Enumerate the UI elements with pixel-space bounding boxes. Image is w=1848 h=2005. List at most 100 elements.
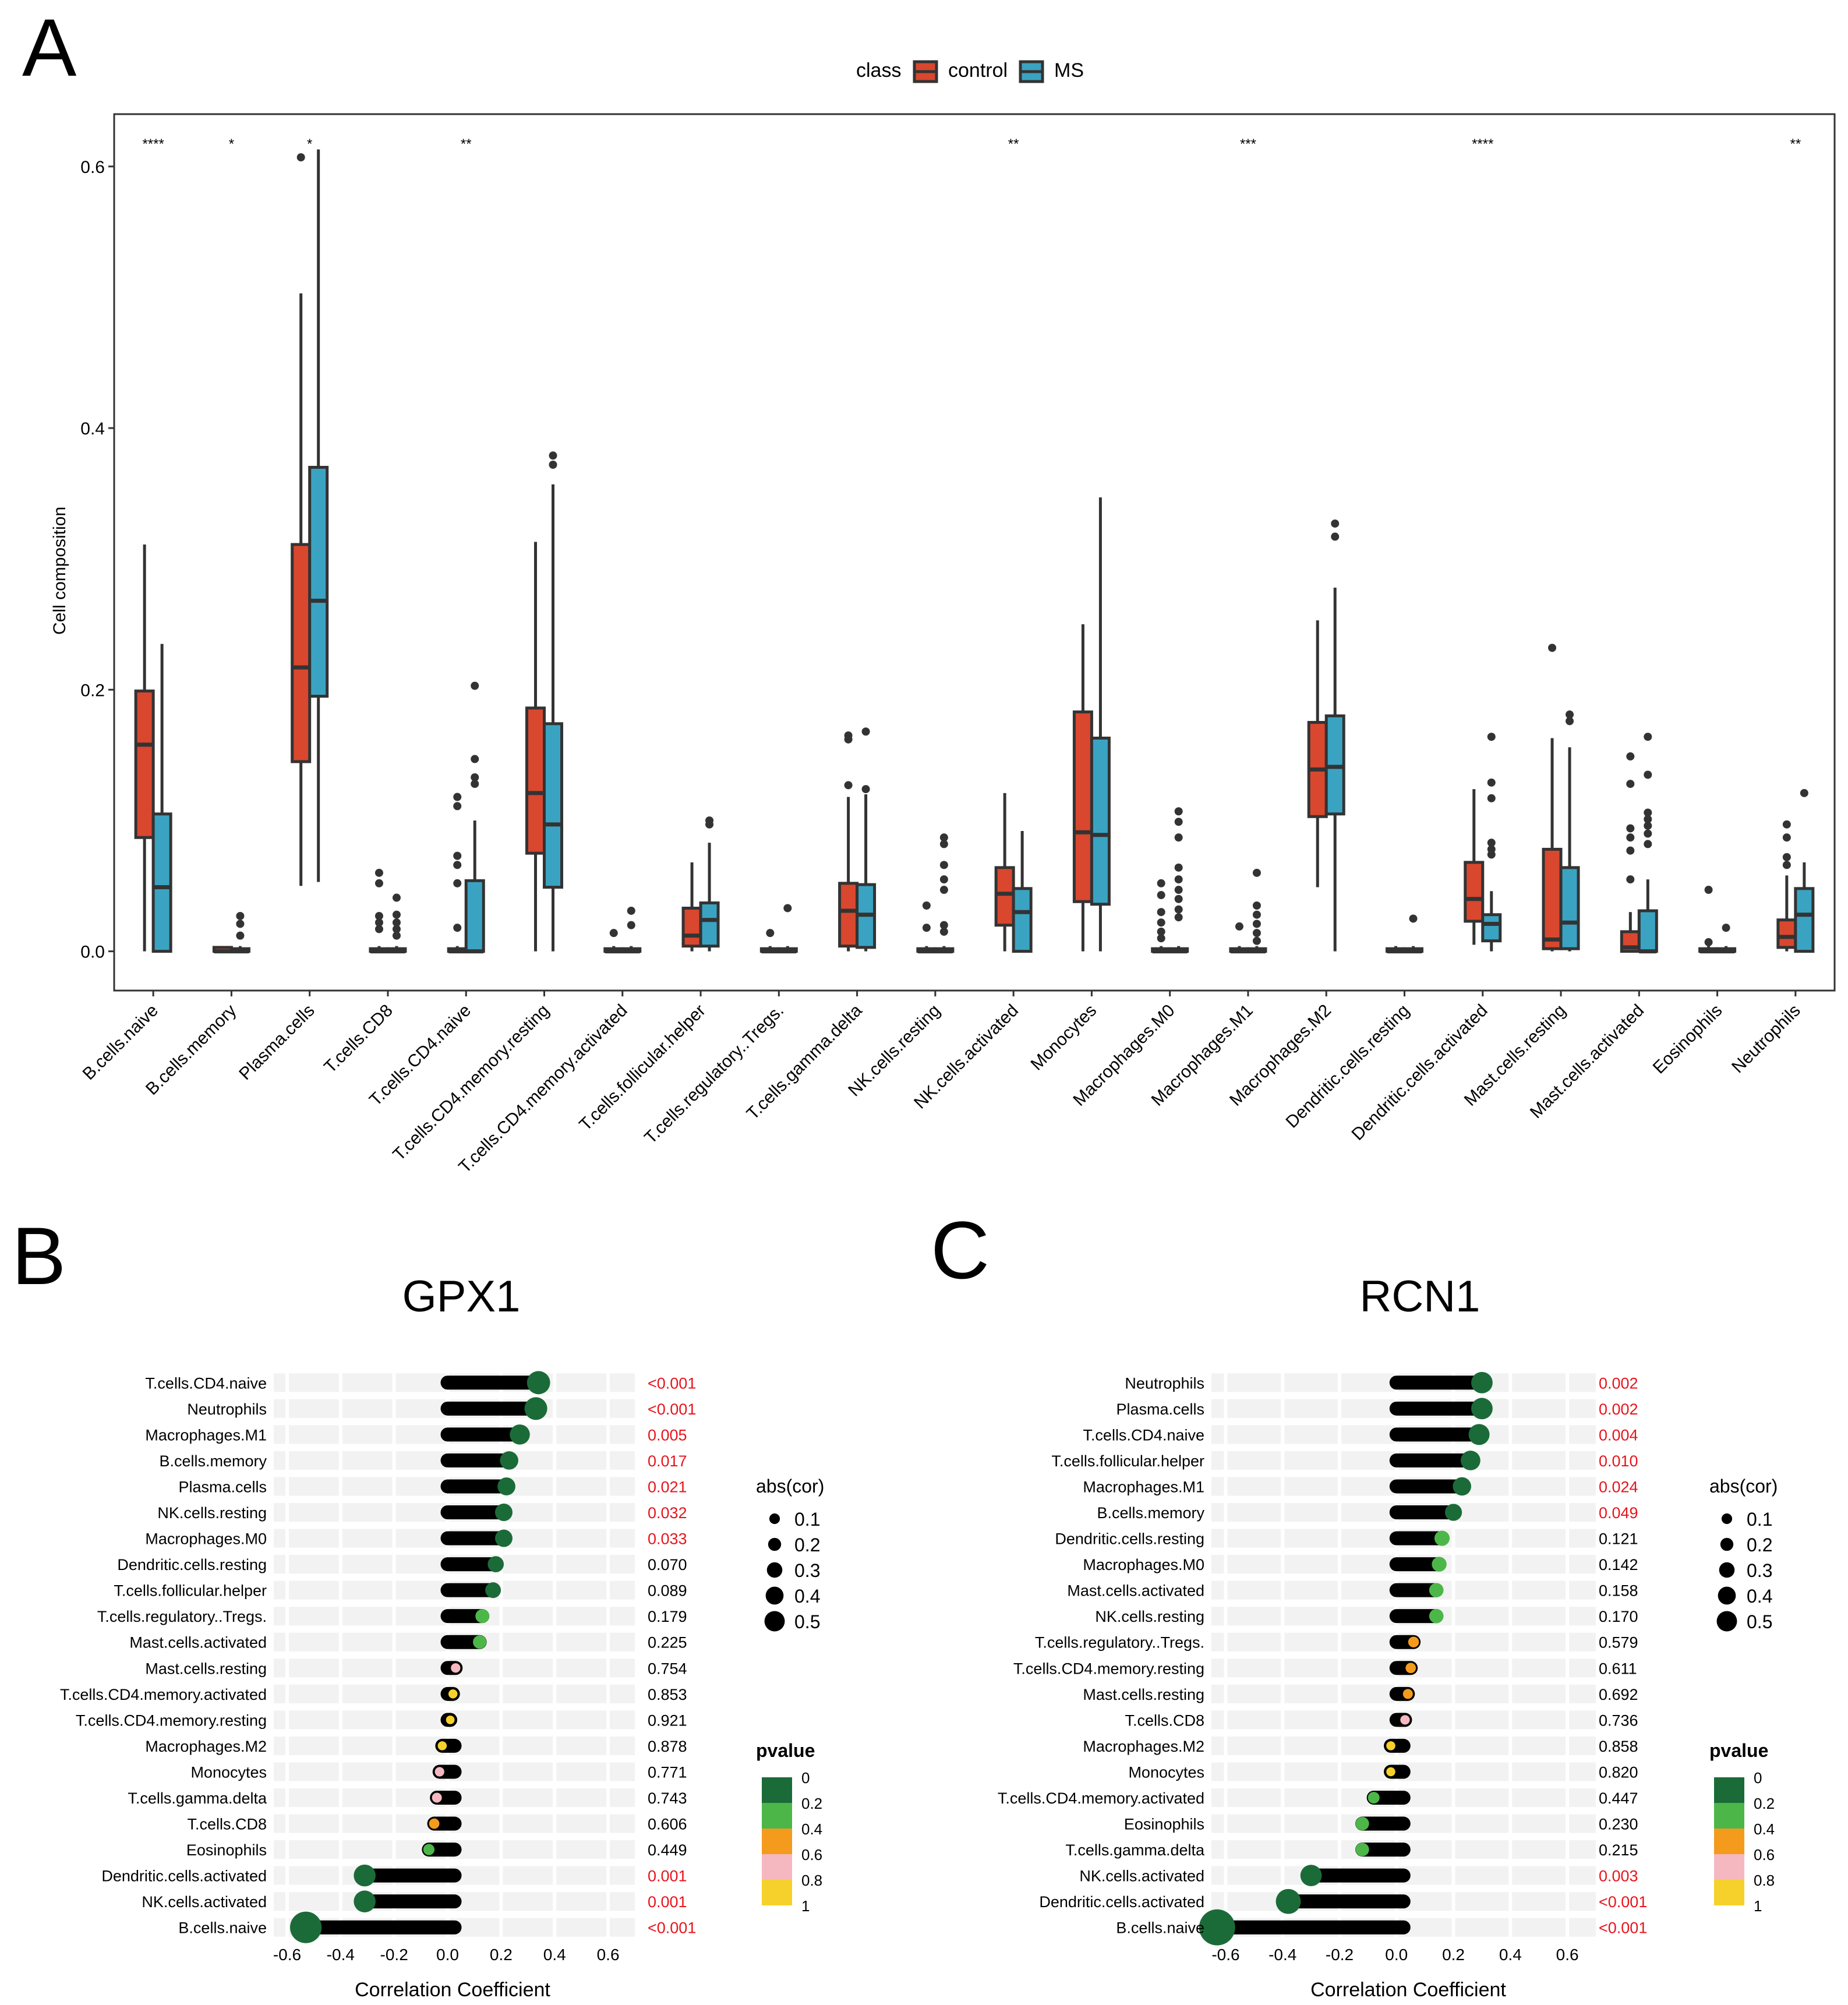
x-tick-label: T.cells.follicular.helper — [575, 1001, 709, 1135]
significance-label: **** — [142, 136, 164, 152]
outlier-point — [392, 931, 401, 940]
p-value-label: 0.771 — [648, 1763, 687, 1781]
p-value-label: <0.001 — [648, 1374, 696, 1392]
outlier-point — [1157, 891, 1165, 900]
size-legend-label: 0.2 — [1747, 1534, 1772, 1555]
lollipop-point — [527, 1371, 550, 1395]
x-tick-label: -0.2 — [380, 1946, 408, 1964]
p-value-label: 0.449 — [648, 1841, 687, 1859]
box-control — [525, 706, 546, 855]
cell-type-label: T.cells.gamma.delta — [1065, 1841, 1205, 1859]
significance-label: *** — [1240, 136, 1256, 152]
y-tick-label: 0.4 — [80, 419, 105, 439]
outlier-point — [861, 727, 870, 736]
color-legend-label: 0.6 — [801, 1846, 822, 1863]
x-tick-label: 0.2 — [490, 1946, 513, 1964]
cell-type-label: Dendritic.cells.activated — [101, 1868, 267, 1885]
outlier-point — [1487, 794, 1496, 802]
y-tick-label: 0.6 — [80, 158, 105, 177]
outlier-point — [1174, 875, 1183, 884]
x-tick-label: T.cells.CD4.memory.activated — [455, 1001, 631, 1177]
lollipop-point — [1471, 1371, 1493, 1394]
outlier-point — [1252, 936, 1261, 945]
cell-type-label: B.cells.naive — [178, 1919, 267, 1937]
lollipop-point — [429, 1818, 440, 1829]
size-legend-dot — [769, 1513, 780, 1525]
cell-type-label: B.cells.memory — [159, 1452, 267, 1470]
box-control — [1464, 861, 1485, 923]
size-legend-dot — [1718, 1586, 1736, 1605]
outlier-point — [1722, 924, 1730, 932]
color-legend-swatch — [1714, 1880, 1744, 1905]
p-value-label: 0.001 — [648, 1893, 687, 1911]
p-value-label: 0.692 — [1599, 1686, 1638, 1703]
color-legend-swatch — [762, 1854, 792, 1880]
panel-b-xlabel: Correlation Coefficient — [355, 1979, 550, 2001]
outlier-point — [453, 924, 462, 932]
color-legend-swatch — [1714, 1829, 1744, 1854]
outlier-point — [1252, 910, 1261, 919]
box-ms — [464, 879, 485, 953]
p-value-label: 0.853 — [648, 1686, 687, 1703]
cell-type-label: Dendritic.cells.resting — [117, 1556, 267, 1573]
outlier-point — [1174, 913, 1183, 922]
p-value-label: 0.024 — [1599, 1478, 1638, 1495]
box-control — [134, 689, 155, 839]
outlier-point — [1626, 833, 1635, 842]
p-value-label: 0.032 — [648, 1504, 687, 1522]
outlier-point — [374, 918, 383, 927]
p-value-label: 0.743 — [648, 1790, 687, 1807]
outlier-point — [1626, 780, 1635, 788]
outlier-point — [1644, 815, 1652, 823]
cell-type-label: T.cells.CD4.memory.activated — [60, 1686, 267, 1703]
p-value-label: 0.158 — [1599, 1582, 1638, 1600]
box-ms — [1559, 866, 1580, 950]
color-legend-swatch — [762, 1880, 792, 1905]
lollipop-point — [524, 1397, 547, 1420]
outlier-point — [1644, 733, 1652, 741]
outlier-point — [1252, 901, 1261, 910]
p-value-label: 0.121 — [1599, 1530, 1638, 1548]
outlier-point — [844, 735, 853, 744]
p-value-label: 0.225 — [648, 1634, 687, 1652]
significance-label: ** — [1008, 136, 1019, 152]
cell-type-label: Macrophages.M1 — [145, 1426, 267, 1444]
lollipop-point — [510, 1424, 530, 1445]
outlier-point — [236, 911, 245, 920]
cell-type-label: Eosinophils — [1124, 1816, 1204, 1833]
cell-type-label: Monocytes — [1128, 1763, 1204, 1781]
color-legend-label: 0.4 — [1754, 1820, 1775, 1838]
box-control — [1072, 710, 1093, 903]
box-ms — [1481, 913, 1502, 943]
outlier-point — [939, 840, 948, 848]
outlier-point — [939, 861, 948, 869]
box-ms — [699, 901, 720, 948]
cell-type-label: Macrophages.M0 — [145, 1530, 267, 1548]
lollipop-point — [446, 1715, 455, 1724]
cell-type-label: Eosinophils — [186, 1841, 267, 1859]
lollipop-point — [448, 1689, 458, 1699]
cell-type-label: NK.cells.resting — [157, 1504, 267, 1522]
p-value-label: 0.170 — [1599, 1608, 1638, 1625]
significance-label: ** — [1790, 136, 1801, 152]
lollipop-point — [1429, 1608, 1444, 1624]
cell-type-label: Dendritic.cells.resting — [1055, 1530, 1204, 1548]
panel-c-label: C — [931, 1204, 990, 1296]
p-value-label: 0.611 — [1599, 1660, 1637, 1677]
cell-type-label: Monocytes — [190, 1763, 267, 1781]
cell-type-label: Macrophages.M2 — [1083, 1738, 1204, 1755]
x-tick-label: 0.4 — [1499, 1946, 1522, 1964]
lollipop-point — [1368, 1791, 1380, 1804]
panel-b-label: B — [12, 1210, 66, 1302]
outlier-point — [939, 886, 948, 894]
p-value-label: 0.003 — [1599, 1868, 1638, 1885]
x-tick-label: 0.6 — [1556, 1946, 1579, 1964]
p-value-label: 0.010 — [1599, 1452, 1638, 1470]
outlier-point — [1252, 920, 1261, 928]
p-value-label: 0.017 — [648, 1452, 687, 1470]
p-value-label: 0.005 — [648, 1426, 687, 1444]
box-ms — [308, 465, 329, 698]
outlier-point — [549, 461, 557, 469]
size-legend-label: 0.1 — [1747, 1509, 1772, 1530]
color-legend-swatch — [762, 1803, 792, 1829]
